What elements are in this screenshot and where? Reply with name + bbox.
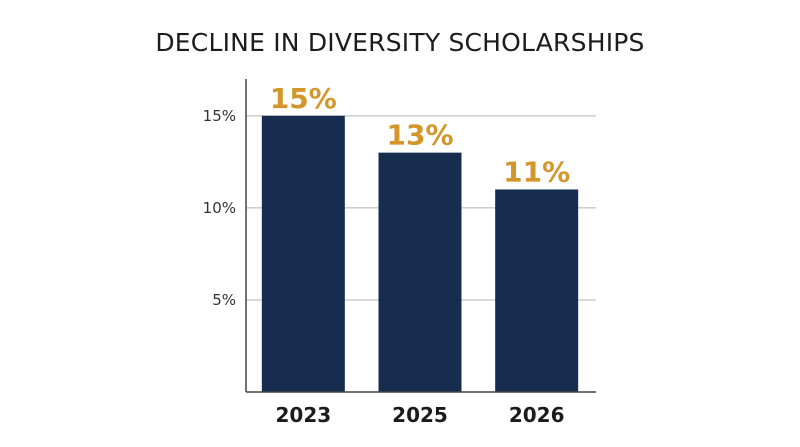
x-tick-label: 2025 [392, 403, 448, 427]
x-tick-label: 2023 [275, 403, 331, 427]
bar [378, 152, 462, 392]
x-tick-label: 2026 [509, 403, 565, 427]
labels: 5% 10% 15% 15% 2023 13% 2025 11% 2026 [203, 82, 571, 427]
bar [495, 189, 579, 392]
y-tick-label: 10% [203, 199, 236, 217]
data-label: 13% [386, 119, 453, 152]
chart-title: DECLINE IN DIVERSITY SCHOLARSHIPS [155, 28, 645, 57]
y-tick-label: 5% [212, 291, 236, 309]
bar [261, 115, 345, 392]
axes [245, 79, 596, 393]
data-label: 15% [270, 82, 337, 115]
data-label: 11% [503, 155, 570, 188]
y-tick-label: 15% [203, 107, 236, 125]
bars [261, 115, 579, 392]
